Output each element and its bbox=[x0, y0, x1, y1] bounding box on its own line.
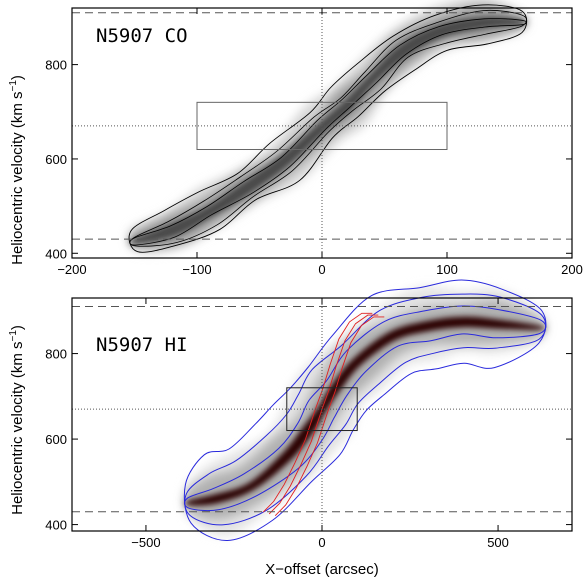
co-region-box bbox=[196, 101, 448, 151]
hi-emission-core bbox=[184, 316, 546, 506]
hi-x-axis: −500 0 500 bbox=[131, 298, 509, 550]
x-axis-title: X−offset (arcsec) bbox=[265, 561, 379, 578]
hi-y-tick-label: 800 bbox=[45, 347, 67, 362]
hi-region-box bbox=[286, 387, 358, 432]
hi-blue-contour-inner bbox=[184, 305, 547, 512]
co-y-tick-label: 800 bbox=[45, 58, 67, 73]
hi-red-co-contours bbox=[262, 312, 385, 517]
co-x-tick-label: 200 bbox=[561, 262, 583, 277]
co-x-axis: −200 −100 0 100 200 bbox=[57, 8, 583, 277]
hi-emission bbox=[183, 279, 547, 542]
co-y-axis-title: Heliocentric velocity (km s−1) bbox=[8, 75, 26, 265]
hi-x-tick-label: 0 bbox=[318, 535, 325, 550]
hi-x-tick-label: 500 bbox=[487, 535, 509, 550]
co-contour-mid bbox=[129, 9, 528, 247]
co-panel: −200 −100 0 100 200 400 600 800 N5907 CO Helio… bbox=[8, 0, 583, 277]
co-emission bbox=[128, 0, 528, 253]
hi-y-tick-label: 400 bbox=[45, 518, 67, 533]
hi-emission-body bbox=[184, 300, 546, 520]
co-x-tick-label: 0 bbox=[318, 262, 325, 277]
co-x-tick-label: −200 bbox=[57, 262, 86, 277]
co-y-tick-label: 600 bbox=[45, 152, 67, 167]
hi-x-tick-label: −500 bbox=[131, 535, 160, 550]
hi-y-axis-title: Heliocentric velocity (km s−1) bbox=[8, 325, 26, 515]
co-panel-title: N5907 CO bbox=[96, 25, 188, 47]
hi-y-axis: 400 600 800 bbox=[45, 347, 572, 533]
hi-panel-title: N5907 HI bbox=[96, 334, 188, 356]
co-contour-inner bbox=[129, 18, 528, 246]
hi-blue-contour-outer bbox=[183, 279, 547, 542]
co-y-axis: 400 600 800 bbox=[45, 58, 572, 261]
co-x-tick-label: −100 bbox=[182, 262, 211, 277]
hi-y-tick-label: 600 bbox=[45, 432, 67, 447]
co-contour-outer bbox=[128, 4, 528, 253]
co-y-tick-label: 400 bbox=[45, 246, 67, 261]
co-x-tick-label: 100 bbox=[436, 262, 458, 277]
hi-blue-contour-mid bbox=[184, 293, 547, 526]
hi-panel: −500 0 500 400 600 800 N5907 HI Heliocentric… bbox=[8, 279, 573, 578]
